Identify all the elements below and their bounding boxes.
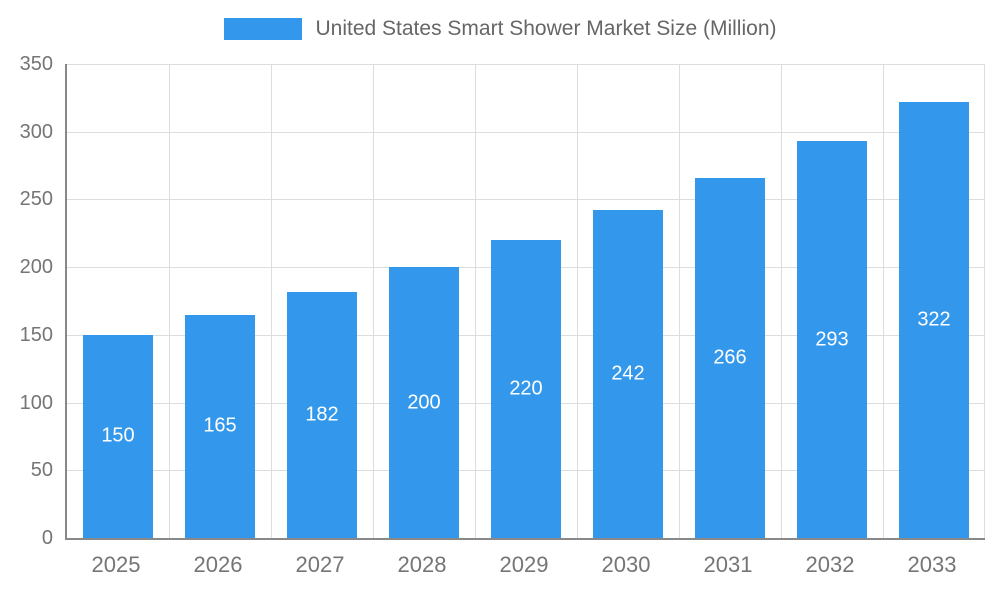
x-tick-label: 2026 (193, 552, 243, 577)
y-axis-labels: 0 50 100 150 200 250 300 350 (0, 0, 53, 600)
gridline-vertical (984, 64, 985, 538)
y-tick-label: 350 (19, 53, 53, 75)
y-tick-label: 300 (19, 120, 53, 143)
y-tick-label: 50 (30, 459, 53, 482)
gridline-vertical (883, 64, 884, 538)
gridline-vertical (475, 64, 476, 538)
x-tick-label: 2032 (805, 552, 855, 577)
bar-2026[interactable]: 165 (185, 314, 255, 538)
bar-2027[interactable]: 182 (287, 291, 357, 538)
gridline-horizontal (67, 64, 985, 65)
bar-2029[interactable]: 220 (491, 240, 561, 538)
gridline-vertical (271, 64, 272, 538)
plot-area: 150 165 182 200 220 242 266 293 322 (65, 64, 985, 540)
bar-value-label: 165 (203, 414, 237, 437)
y-tick-label: 0 (41, 527, 53, 549)
x-tick-label: 2030 (601, 552, 651, 577)
x-axis-labels: 2025 2026 2027 2028 2029 2030 2031 2032 2033 (65, 552, 985, 586)
x-tick-label: 2028 (397, 552, 447, 577)
x-tick-label: 2025 (91, 552, 141, 577)
bar-value-label: 293 (815, 328, 849, 351)
legend-swatch-icon (223, 18, 302, 40)
bar-value-label: 220 (509, 377, 543, 400)
gridline-horizontal (67, 131, 985, 133)
x-tick-label: 2033 (907, 552, 957, 577)
gridline-vertical (577, 64, 578, 538)
bar-2028[interactable]: 200 (389, 267, 459, 538)
x-tick-label: 2029 (499, 552, 549, 577)
y-tick-label: 200 (19, 256, 53, 279)
gridline-horizontal (67, 199, 985, 201)
bar-value-label: 182 (305, 403, 339, 426)
bar-value-label: 322 (917, 308, 951, 331)
bar-value-label: 200 (407, 391, 441, 414)
y-tick-label: 250 (19, 188, 53, 211)
gridline-vertical (373, 64, 374, 538)
chart-title: United States Smart Shower Market Size (… (315, 17, 777, 40)
bar-2025[interactable]: 150 (83, 334, 153, 538)
bar-value-label: 150 (101, 424, 135, 447)
gridline-vertical (781, 64, 782, 538)
bar-value-label: 266 (713, 346, 747, 369)
bar-2032[interactable]: 293 (797, 141, 867, 538)
gridline-vertical (169, 64, 170, 538)
bar-2033[interactable]: 322 (899, 101, 969, 538)
bar-2030[interactable]: 242 (593, 210, 663, 538)
y-tick-label: 100 (19, 391, 53, 414)
legend[interactable]: United States Smart Shower Market Size (… (0, 17, 1000, 41)
bar-2031[interactable]: 266 (695, 177, 765, 538)
bar-value-label: 242 (611, 362, 645, 385)
y-tick-label: 150 (19, 323, 53, 346)
gridline-vertical (679, 64, 680, 538)
x-tick-label: 2027 (295, 552, 345, 577)
x-tick-label: 2031 (703, 552, 753, 577)
